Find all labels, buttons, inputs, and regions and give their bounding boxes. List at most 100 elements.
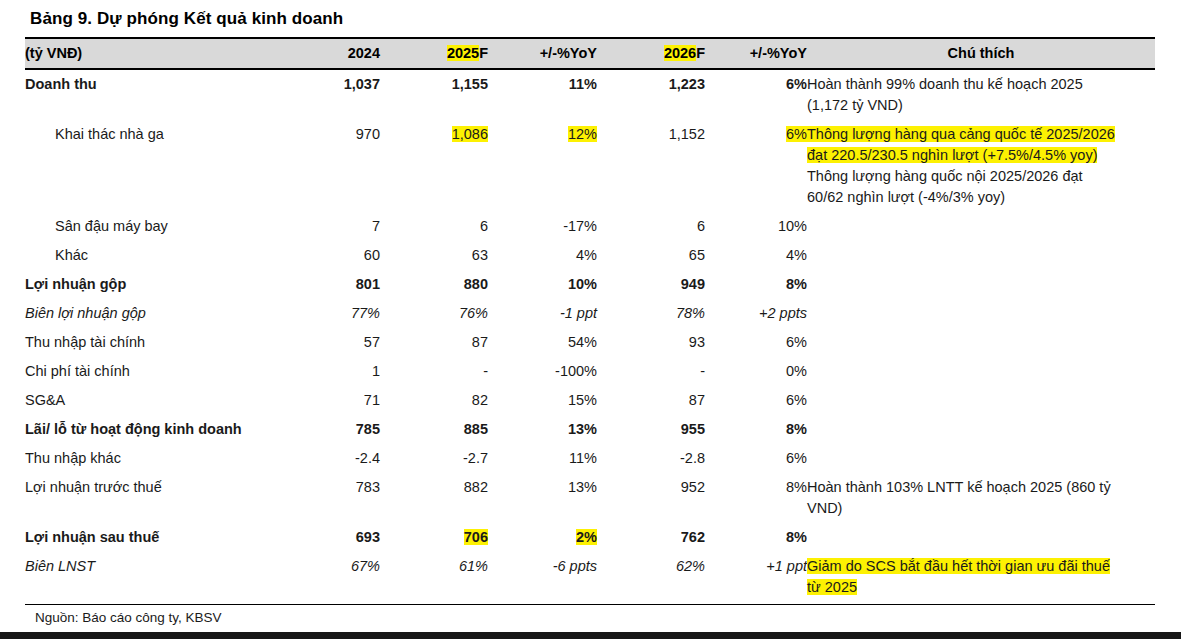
text: 949 [681, 276, 705, 292]
text: 11% [569, 450, 597, 466]
row-label: Thu nhập khác [25, 444, 310, 473]
cell-yoy-2025: 11% [488, 69, 597, 120]
text: 1,223 [669, 76, 705, 92]
cell-yoy-2025: -6 ppts [488, 552, 597, 602]
highlighted-text: đạt 220.5/230.5 nghìn lượt (+7.5%/4.5% y… [807, 147, 1097, 163]
cell-2025f: -2.7 [380, 444, 488, 473]
highlighted-text: 2026 [664, 45, 696, 61]
highlighted-text: 1,086 [452, 126, 488, 142]
text: 60 [364, 247, 380, 263]
text: 8% [786, 479, 807, 495]
highlighted-text: 6% [786, 126, 807, 142]
text: 1,155 [452, 76, 488, 92]
next-section-edge-bar [0, 632, 1181, 639]
cell-yoy-2026: 8% [705, 473, 807, 523]
table-body: Doanh thu1,0371,15511%1,2236%Hoàn thành … [25, 69, 1155, 602]
table-row-thu-nhap-khac: Thu nhập khác-2.4-2.711%-2.86% [25, 444, 1155, 473]
note-line: Hoàn thành 103% LNTT kế hoạch 2025 (860 … [807, 477, 1155, 498]
text: -2.7 [463, 450, 488, 466]
cell-2026f: 762 [597, 523, 705, 552]
text: 15% [568, 392, 597, 408]
text: 8% [786, 276, 807, 292]
row-note [807, 212, 1155, 241]
text: F [479, 45, 488, 61]
text: 87 [472, 334, 488, 350]
text: 77% [351, 305, 380, 321]
highlighted-text: Thông lượng hàng qua cảng quốc tế 2025/2… [807, 126, 1115, 142]
cell-2024: 60 [310, 241, 380, 270]
row-note: Hoàn thành 99% doanh thu kế hoạch 2025(1… [807, 69, 1155, 120]
cell-2024: 785 [310, 415, 380, 444]
table-row-lai-lo-tu-hoat-dong-kinh-doanh: Lãi/ lỗ từ hoạt động kinh doanh 785 885 13%… [25, 415, 1155, 444]
row-label: Lãi/ lỗ từ hoạt động kinh doanh [25, 415, 310, 444]
cell-yoy-2025: -1 ppt [488, 299, 597, 328]
cell-yoy-2025: 13% [488, 415, 597, 444]
cell-yoy-2025: 11% [488, 444, 597, 473]
text: 87 [689, 392, 705, 408]
text: +2 ppts [759, 305, 807, 321]
text: 762 [681, 529, 705, 545]
note-line: Hoàn thành 99% doanh thu kế hoạch 2025 [807, 74, 1155, 95]
row-note [807, 444, 1155, 473]
text: 885 [464, 421, 488, 437]
row-label: Lợi nhuận trước thuế [25, 473, 310, 523]
row-label: SG&A [25, 386, 310, 415]
text: 955 [681, 421, 705, 437]
row-note [807, 328, 1155, 357]
row-label: Chi phí tài chính [25, 357, 310, 386]
highlighted-text: 12% [568, 126, 597, 142]
cell-yoy-2026: 6% [705, 386, 807, 415]
cell-yoy-2026: +1 ppt [705, 552, 807, 602]
table-row-loi-nhuan-gop: Lợi nhuận gộp80188010%9498% [25, 270, 1155, 299]
cell-2024: -2.4 [310, 444, 380, 473]
cell-2025f: 1,155 [380, 69, 488, 120]
row-note [807, 386, 1155, 415]
cell-2024: 693 [310, 523, 380, 552]
row-note: Thông lượng hàng qua cảng quốc tế 2025/2… [807, 120, 1155, 212]
row-label: Sân đậu máy bay [25, 212, 310, 241]
cell-2024: 783 [310, 473, 380, 523]
text: 13% [568, 421, 597, 437]
text: 785 [356, 421, 380, 437]
table-row-khai-thac-nha-ga: Khai thác nhà ga9701,08612%1,1526%Thông … [25, 120, 1155, 212]
cell-2026f: 952 [597, 473, 705, 523]
cell-yoy-2026: 8% [705, 523, 807, 552]
text: 7 [372, 218, 380, 234]
text: 57 [364, 334, 380, 350]
text: 6% [786, 76, 807, 92]
text: 60/62 nghìn lượt (-4%/3% yoy) [807, 189, 1005, 205]
text: - [483, 363, 488, 379]
text: 71 [364, 392, 380, 408]
row-note [807, 299, 1155, 328]
cell-yoy-2026: 6% [705, 328, 807, 357]
text: 10% [778, 218, 807, 234]
cell-2025f: 63 [380, 241, 488, 270]
text: 93 [689, 334, 705, 350]
note-line: VND) [807, 498, 1155, 519]
cell-yoy-2025: -100% [488, 357, 597, 386]
col-header-unit: (tỷ VNĐ) [25, 38, 310, 69]
cell-2026f: 1,152 [597, 120, 705, 212]
cell-2024: 57 [310, 328, 380, 357]
table-title: Bảng 9. Dự phóng Kết quả kinh doanh [30, 9, 1181, 29]
note-line: từ 2025 [807, 577, 1155, 598]
cell-yoy-2025: 4% [488, 241, 597, 270]
text: 67% [351, 558, 380, 574]
cell-2026f: 955 [597, 415, 705, 444]
row-note: Giảm do SCS bắt đầu hết thời gian ưu đãi… [807, 552, 1155, 602]
text: 783 [356, 479, 380, 495]
cell-2024: 1 [310, 357, 380, 386]
col-header-2024: 2024 [310, 38, 380, 69]
table-row-sga: SG&A718215%876% [25, 386, 1155, 415]
text: 6% [786, 334, 807, 350]
text: F [696, 45, 705, 61]
text: Hoàn thành 99% doanh thu kế hoạch 2025 [807, 76, 1083, 92]
text: 8% [786, 529, 807, 545]
text: VND) [807, 500, 842, 516]
cell-2024: 801 [310, 270, 380, 299]
table-header-row: (tỷ VNĐ)20242025F+/-%YoY2026F+/-%YoYChú … [25, 38, 1155, 69]
row-label: Thu nhập tài chính [25, 328, 310, 357]
table-row-chi-phi-tai-chinh: Chi phí tài chính1--100%-0% [25, 357, 1155, 386]
note-line: Giảm do SCS bắt đầu hết thời gian ưu đãi… [807, 556, 1155, 577]
cell-yoy-2026: +2 ppts [705, 299, 807, 328]
